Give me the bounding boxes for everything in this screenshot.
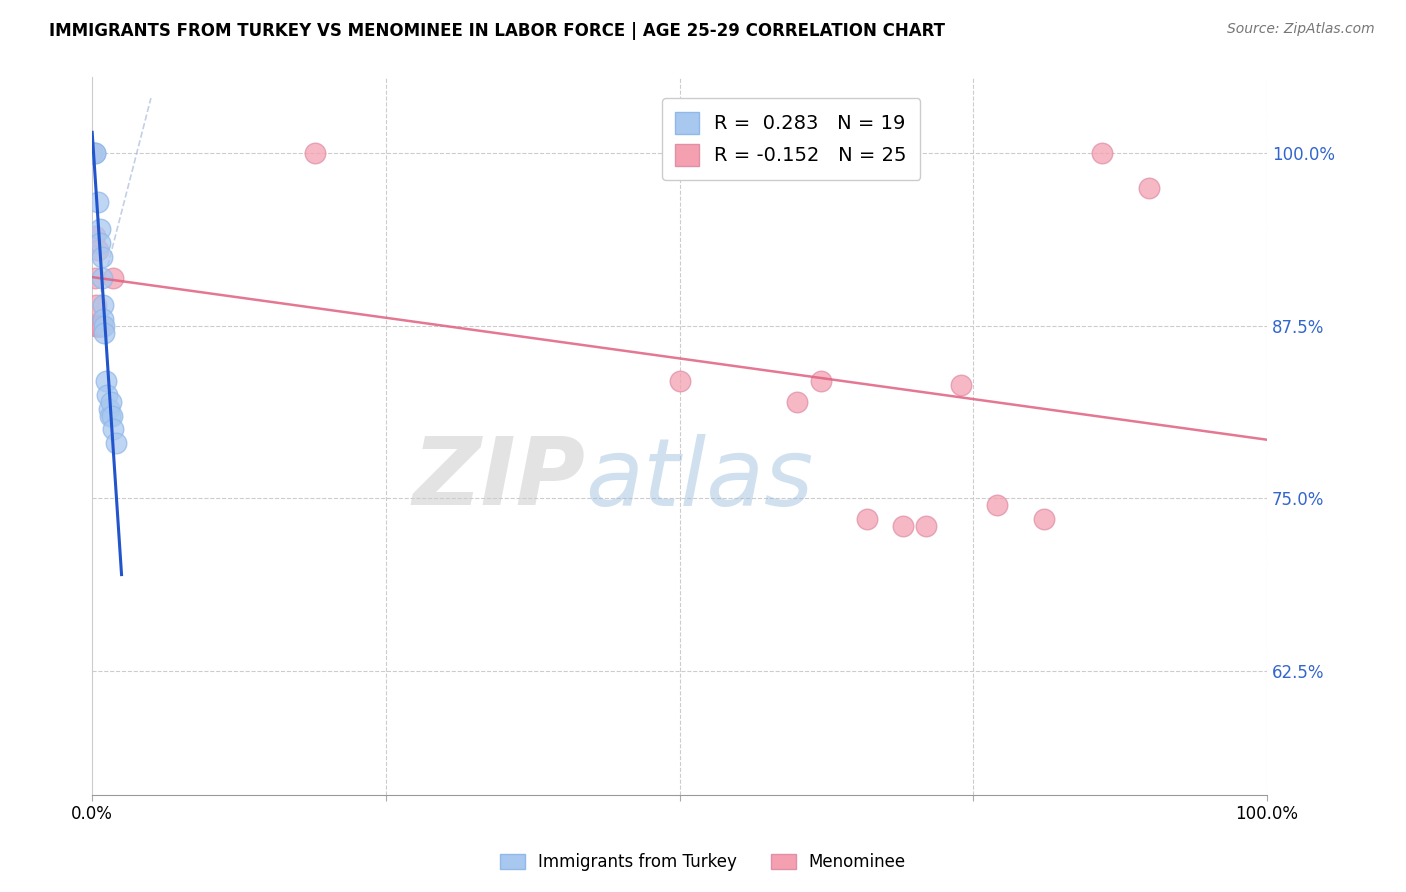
Point <box>91 312 114 326</box>
Point <box>104 436 127 450</box>
Text: ZIP: ZIP <box>413 434 585 525</box>
Point <box>90 250 112 264</box>
Point <box>87 243 110 257</box>
Point <box>89 318 111 333</box>
Point <box>856 512 879 526</box>
Point <box>96 374 118 388</box>
Point <box>82 146 104 161</box>
Point <box>810 374 832 388</box>
Point <box>98 409 121 423</box>
Point <box>89 235 111 250</box>
Point <box>1032 512 1054 526</box>
Point <box>100 394 122 409</box>
Point <box>96 388 118 402</box>
Point <box>84 318 107 333</box>
Point <box>86 318 108 333</box>
Point <box>950 378 973 392</box>
Point <box>103 270 125 285</box>
Point <box>786 394 808 409</box>
Point <box>90 270 112 285</box>
Text: atlas: atlas <box>585 434 814 524</box>
Point <box>891 519 914 533</box>
Point <box>97 401 120 416</box>
Point <box>1091 146 1114 161</box>
Point <box>89 318 111 333</box>
Point <box>87 194 110 209</box>
Point <box>103 422 125 436</box>
Point <box>86 318 108 333</box>
Point <box>84 298 107 312</box>
Point <box>93 326 115 340</box>
Point <box>89 222 111 236</box>
Point <box>90 318 112 333</box>
Point <box>83 146 105 161</box>
Point <box>83 270 105 285</box>
Point <box>83 146 105 161</box>
Point <box>101 409 124 423</box>
Point <box>668 374 690 388</box>
Point <box>304 146 326 161</box>
Legend: R =  0.283   N = 19, R = -0.152   N = 25: R = 0.283 N = 19, R = -0.152 N = 25 <box>662 98 921 180</box>
Legend: Immigrants from Turkey, Menominee: Immigrants from Turkey, Menominee <box>492 845 914 880</box>
Text: IMMIGRANTS FROM TURKEY VS MENOMINEE IN LABOR FORCE | AGE 25-29 CORRELATION CHART: IMMIGRANTS FROM TURKEY VS MENOMINEE IN L… <box>49 22 945 40</box>
Text: Source: ZipAtlas.com: Source: ZipAtlas.com <box>1227 22 1375 37</box>
Point <box>1139 181 1161 195</box>
Point <box>91 298 114 312</box>
Point <box>93 318 115 333</box>
Point <box>82 146 104 161</box>
Point <box>915 519 938 533</box>
Point <box>986 498 1008 512</box>
Point <box>83 229 105 244</box>
